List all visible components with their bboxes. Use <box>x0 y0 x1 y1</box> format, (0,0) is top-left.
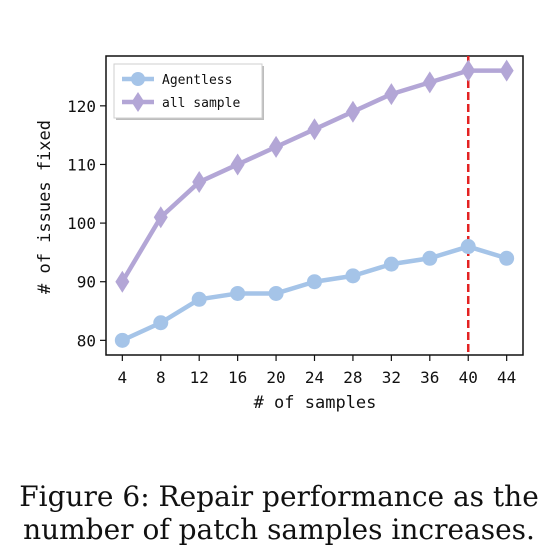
x-tick-label: 32 <box>382 368 401 387</box>
series-agentless <box>114 239 515 348</box>
data-point <box>230 285 246 301</box>
data-point <box>269 135 284 158</box>
data-point <box>499 250 515 266</box>
y-tick-label: 120 <box>67 97 96 116</box>
data-point <box>461 59 476 82</box>
y-axis-label: # of issues fixed <box>35 120 55 294</box>
legend-label: all sample <box>162 96 240 111</box>
x-tick-label: 4 <box>118 368 128 387</box>
data-point <box>422 250 438 266</box>
x-tick-label: 28 <box>343 368 362 387</box>
data-point <box>345 268 361 284</box>
data-point <box>114 332 130 348</box>
x-axis: 4 8 12 16 20 24 28 32 36 40 44 <box>118 355 516 387</box>
legend-marker <box>131 92 145 112</box>
x-tick-label: 24 <box>305 368 324 387</box>
x-tick-label: 44 <box>497 368 516 387</box>
legend-label: Agentless <box>162 73 232 88</box>
data-point <box>499 59 514 82</box>
data-point <box>384 83 399 106</box>
y-tick-label: 100 <box>67 214 96 233</box>
y-tick-label: 80 <box>77 331 96 350</box>
x-tick-label: 12 <box>190 368 209 387</box>
x-tick-label: 16 <box>228 368 247 387</box>
legend-item: Agentless <box>122 72 232 88</box>
data-point <box>153 315 169 331</box>
data-point <box>191 291 207 307</box>
x-tick-label: 40 <box>459 368 478 387</box>
data-point <box>345 100 360 123</box>
x-tick-label: 20 <box>266 368 285 387</box>
line-chart: 4 8 12 16 20 24 28 32 36 40 44 80 90 100 110 120 # of … <box>35 55 524 413</box>
x-axis-label: # of samples <box>254 393 377 413</box>
data-point <box>460 239 476 255</box>
y-axis: 80 90 100 110 120 <box>67 97 106 350</box>
data-point <box>268 285 284 301</box>
data-point <box>307 118 322 141</box>
data-point <box>422 71 437 94</box>
data-point <box>230 153 245 176</box>
x-tick-label: 8 <box>156 368 166 387</box>
series-line <box>121 244 508 343</box>
y-tick-label: 110 <box>67 155 96 174</box>
legend: Agentless all sample <box>113 63 264 120</box>
figure-caption: Figure 6: Repair performance as the numb… <box>19 480 539 546</box>
data-point <box>383 256 399 272</box>
data-point <box>192 171 207 194</box>
series-all-sample <box>115 59 514 293</box>
data-point <box>115 270 130 293</box>
legend-marker <box>131 72 145 86</box>
series-group <box>114 59 515 348</box>
y-tick-label: 90 <box>77 273 96 292</box>
legend-item: all sample <box>122 92 240 112</box>
x-tick-label: 36 <box>420 368 439 387</box>
data-point <box>307 274 322 290</box>
data-point <box>153 206 168 229</box>
